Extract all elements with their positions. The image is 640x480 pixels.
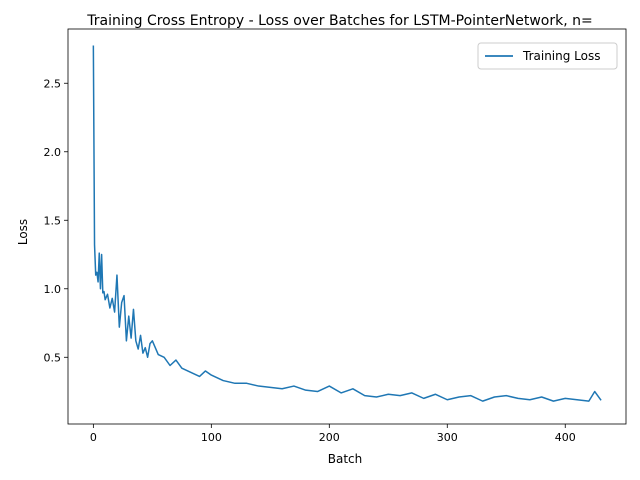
x-axis-label: Batch — [328, 452, 363, 466]
y-axis-label: Loss — [16, 219, 30, 245]
y-tick-label: 2.0 — [44, 146, 62, 159]
x-tick-label: 0 — [90, 431, 97, 444]
plot-area-frame — [67, 28, 627, 425]
legend-label-training-loss: Training Loss — [522, 49, 600, 63]
legend-box — [477, 42, 618, 70]
y-tick-label: 2.5 — [44, 77, 62, 90]
x-tick-label: 300 — [437, 431, 458, 444]
x-tick-label: 200 — [319, 431, 340, 444]
series-layer — [92, 45, 602, 402]
axes-layer: 0 100 200 300 400 0.5 1.0 1.5 2.0 2.5 — [44, 28, 627, 444]
y-tick-label: 1.0 — [44, 283, 62, 296]
y-tick-label: 0.5 — [44, 351, 62, 364]
series-line-training-loss — [92, 45, 602, 402]
x-tick-label: 100 — [201, 431, 222, 444]
x-tick-label: 400 — [555, 431, 576, 444]
y-tick-label: 1.5 — [44, 214, 62, 227]
legend: Training Loss — [477, 42, 618, 70]
chart-title: Training Cross Entropy - Loss over Batch… — [86, 13, 592, 29]
